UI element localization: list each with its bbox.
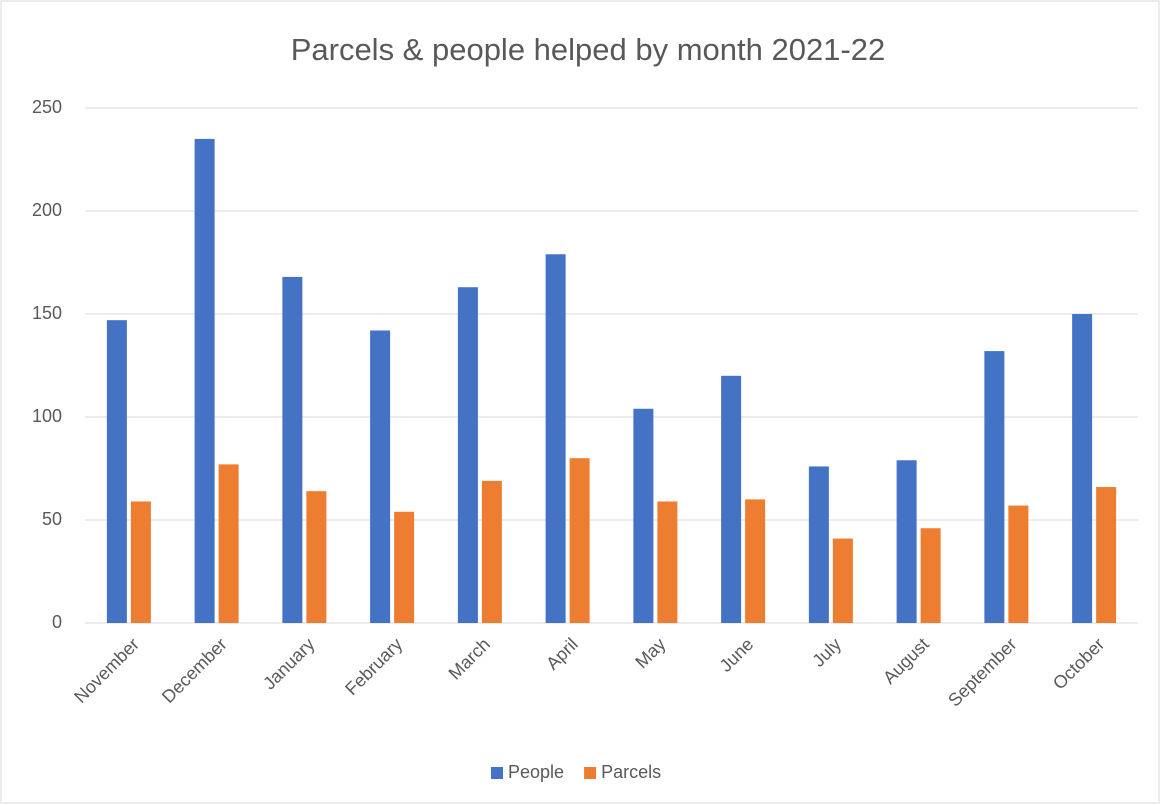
bar (984, 351, 1005, 623)
bar (1008, 505, 1029, 623)
bar (370, 330, 391, 623)
bar (306, 491, 327, 623)
y-tick-label: 150 (32, 303, 62, 323)
bar (481, 480, 502, 623)
bar (1096, 487, 1117, 623)
y-tick-label: 50 (42, 509, 62, 529)
bar (130, 501, 151, 623)
bar (194, 138, 215, 623)
chart-title: Parcels & people helped by month 2021-22 (291, 32, 886, 67)
bar (218, 464, 239, 623)
y-tick-label: 100 (32, 406, 62, 426)
bar (657, 501, 678, 623)
bar (545, 254, 566, 623)
bar (721, 375, 742, 623)
bar (569, 458, 590, 623)
bar (832, 538, 853, 623)
legend-swatch (584, 767, 597, 779)
bar (457, 287, 478, 623)
y-tick-label: 250 (32, 97, 62, 117)
bar (920, 528, 941, 623)
bar (106, 320, 127, 623)
bar (808, 466, 829, 623)
legend-label: People (508, 762, 564, 782)
legend-label: Parcels (601, 762, 661, 782)
bar (1072, 314, 1093, 623)
legend-swatch (491, 767, 503, 779)
bar (633, 408, 654, 623)
bar (282, 276, 303, 623)
y-tick-label: 0 (52, 612, 62, 632)
y-tick-label: 200 (32, 200, 62, 220)
bar (896, 460, 917, 623)
bar (394, 511, 415, 623)
bar (745, 499, 766, 623)
